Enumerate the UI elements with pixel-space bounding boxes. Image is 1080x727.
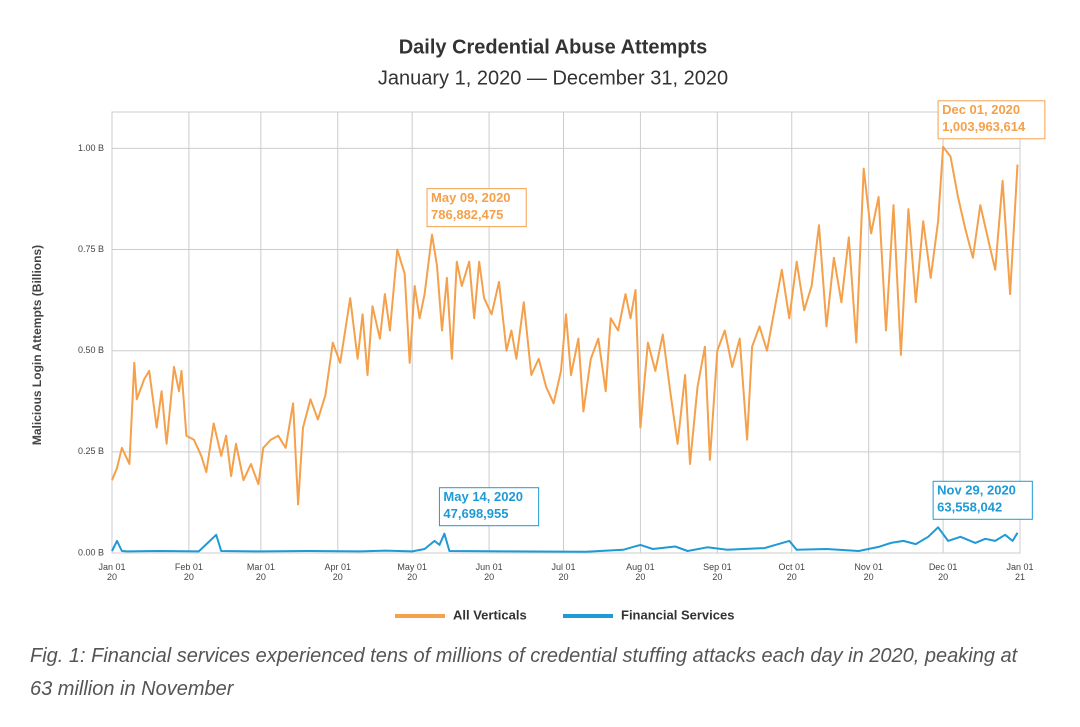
plot-area <box>111 111 1021 554</box>
x-tick-label: Aug 01 20 <box>626 562 655 582</box>
x-tick-label: Sep 01 20 <box>703 562 732 582</box>
annotation-text: 786,882,475 <box>431 207 503 222</box>
x-tick-label: Jul 01 20 <box>552 562 576 582</box>
y-tick-label: 0.75 B <box>78 244 104 254</box>
annotation-text: Dec 01, 2020 <box>942 102 1020 117</box>
annotation: May 09, 2020 786,882,475 <box>426 188 527 228</box>
annotation-box <box>937 100 1046 140</box>
annotation-box <box>438 487 540 527</box>
x-tick-label: Nov 01 20 <box>854 562 883 582</box>
chart-subtitle: January 1, 2020 — December 31, 2020 <box>378 67 728 89</box>
annotation-text: 47,698,955 <box>443 506 508 521</box>
annotation: May 14, 2020 47,698,955 <box>438 487 540 527</box>
x-tick-label: Feb 01 20 <box>175 562 203 582</box>
x-tick-label: May 01 20 <box>397 562 427 582</box>
annotation: Nov 29, 2020 63,558,042 <box>932 480 1033 520</box>
series-line <box>111 145 1019 506</box>
x-tick-label: Oct 01 20 <box>779 562 806 582</box>
annotation-text: May 09, 2020 <box>431 190 511 205</box>
y-tick-label: 0.00 B <box>78 547 104 557</box>
x-tick-label: Mar 01 20 <box>247 562 275 582</box>
y-tick-label: 0.25 B <box>78 446 104 456</box>
annotation: Dec 01, 2020 1,003,963,614 <box>937 100 1046 140</box>
annotation-text: 1,003,963,614 <box>942 119 1026 134</box>
annotation-text: May 14, 2020 <box>443 489 523 504</box>
y-axis-label: Malicious Login Attempts (Billions) <box>30 245 44 445</box>
y-tick-label: 0.50 B <box>78 345 104 355</box>
chart: Daily Credential Abuse Attempts January … <box>30 36 1046 622</box>
series-line <box>111 526 1019 553</box>
annotation-text: Nov 29, 2020 <box>937 483 1016 498</box>
legend-label: All Verticals <box>453 607 527 622</box>
annotation-box <box>426 188 527 228</box>
x-tick-label: Dec 01 20 <box>929 562 958 582</box>
caption: Fig. 1: Financial services experienced t… <box>30 645 1018 700</box>
annotation-text: 63,558,042 <box>937 500 1002 515</box>
x-tick-label: Apr 01 20 <box>324 562 351 582</box>
x-tick-label: Jan 01 21 <box>1006 562 1033 582</box>
annotation-box <box>932 480 1033 520</box>
y-tick-label: 1.00 B <box>78 143 104 153</box>
chart-title: Daily Credential Abuse Attempts <box>399 36 708 58</box>
x-tick-label: Jan 01 20 <box>98 562 125 582</box>
x-tick-label: Jun 01 20 <box>476 562 503 582</box>
legend-label: Financial Services <box>621 607 734 622</box>
